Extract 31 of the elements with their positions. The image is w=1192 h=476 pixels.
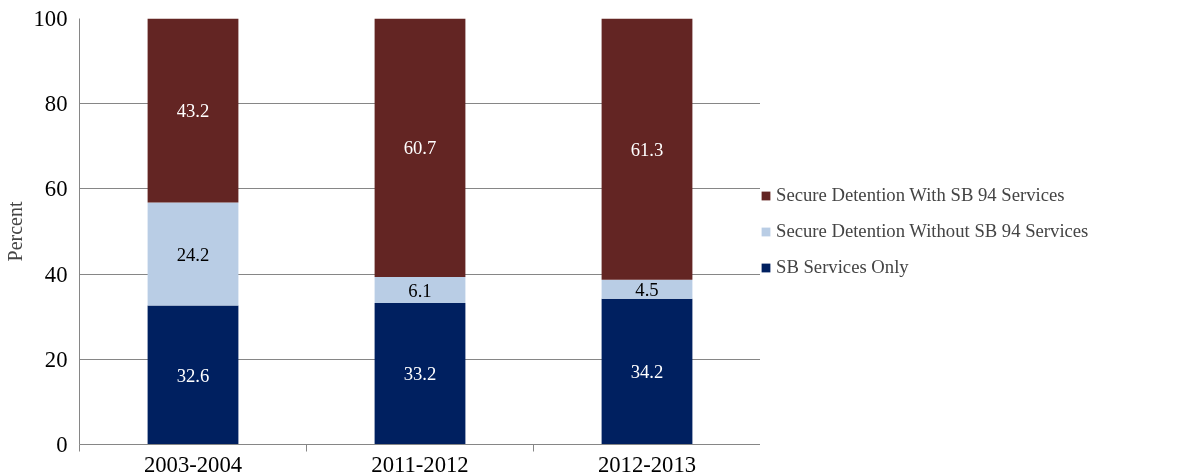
bar: [147, 18, 239, 203]
bar: [374, 303, 466, 445]
bar: [147, 305, 239, 445]
y-tick-label: 60: [44, 176, 68, 202]
bar: [374, 277, 466, 304]
bar: [147, 202, 239, 306]
bar: [601, 298, 693, 445]
x-tick-label: 2003-2004: [143, 451, 243, 476]
data-label: 33.2: [403, 363, 437, 385]
legend-label: SB Services Only: [776, 256, 909, 278]
data-label: 60.7: [403, 137, 437, 159]
data-label: 4.5: [635, 278, 659, 300]
data-label: 24.2: [176, 243, 210, 265]
data-label: 6.1: [408, 279, 432, 301]
data-label: 34.2: [630, 361, 664, 383]
data-label: 61.3: [630, 138, 664, 160]
x-tick-label: 2011-2012: [371, 451, 469, 476]
y-tick-label: 0: [56, 432, 68, 457]
y-axis-title: Percent: [3, 201, 26, 262]
data-label: 32.6: [176, 364, 210, 386]
legend-label: Secure Detention With SB 94 Services: [776, 184, 1065, 206]
bar: [374, 18, 466, 278]
legend-label: Secure Detention Without SB 94 Services: [776, 220, 1089, 242]
y-tick-label: 80: [44, 91, 68, 117]
data-label: 43.2: [176, 100, 210, 122]
bar: [601, 279, 693, 299]
y-tick-label: 40: [44, 261, 68, 287]
y-tick-label: 20: [44, 346, 68, 372]
x-tick-label: 2012-2013: [597, 451, 697, 476]
bar: [601, 18, 693, 280]
y-tick-label: 100: [33, 6, 68, 31]
